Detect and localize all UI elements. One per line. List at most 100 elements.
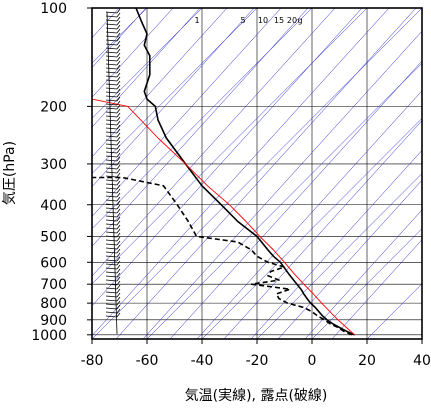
wind-barb-flag bbox=[116, 40, 121, 46]
dry-adiabat-line bbox=[115, 8, 417, 339]
wind-barb-flag bbox=[116, 12, 121, 18]
wind-barb bbox=[105, 215, 118, 218]
wind-barb-flag bbox=[116, 64, 121, 70]
dry-adiabat-line bbox=[92, 8, 255, 188]
y-tick-label: 100 bbox=[40, 1, 67, 17]
y-tick-label: 1000 bbox=[31, 328, 67, 344]
wind-barb-flag bbox=[116, 292, 121, 298]
wind-barb-flag bbox=[116, 252, 121, 258]
wind-barb-flag bbox=[116, 156, 121, 162]
y-tick-label: 700 bbox=[40, 277, 67, 293]
wind-barb-flag bbox=[116, 72, 121, 78]
wind-barb-flag bbox=[116, 304, 121, 310]
wind-barb bbox=[105, 99, 118, 102]
wind-barb bbox=[105, 23, 118, 26]
dry-adiabat-line bbox=[92, 8, 228, 158]
dry-adiabat-line bbox=[169, 60, 422, 339]
wind-barb bbox=[105, 287, 118, 290]
y-tick-label: 600 bbox=[40, 255, 67, 271]
wind-barb bbox=[105, 207, 118, 210]
wind-barb bbox=[105, 231, 118, 234]
dry-adiabat-line bbox=[223, 120, 422, 339]
dry-adiabat-line bbox=[196, 90, 422, 339]
wind-barb-staff bbox=[106, 11, 118, 335]
wind-barb-flag bbox=[116, 244, 121, 250]
wind-barb-flag bbox=[116, 124, 121, 130]
wind-barb bbox=[105, 315, 118, 318]
wind-barb-flag bbox=[116, 148, 121, 154]
isotherm-line bbox=[146, 62, 422, 339]
wind-barb-flag bbox=[116, 300, 121, 306]
wind-barb-flag bbox=[116, 100, 121, 106]
wind-barb-flag bbox=[116, 80, 121, 86]
wind-barb bbox=[105, 63, 118, 66]
wind-barb-flag bbox=[116, 272, 121, 278]
temperature-line bbox=[135, 8, 355, 336]
wind-barb-flag bbox=[116, 16, 121, 22]
mixing-ratio-label: 5 bbox=[240, 16, 245, 25]
wind-barb bbox=[105, 219, 118, 222]
y-tick-label: 200 bbox=[40, 99, 67, 115]
x-tick-label: 40 bbox=[413, 353, 431, 369]
x-tick-label: -20 bbox=[246, 353, 269, 369]
wind-barb-flag bbox=[116, 20, 121, 26]
isotherm-line bbox=[92, 8, 422, 339]
wind-barb-flag bbox=[116, 260, 121, 266]
wind-barb-flag bbox=[116, 96, 121, 102]
wind-barb bbox=[105, 171, 118, 174]
wind-barb-flag bbox=[116, 52, 121, 58]
dewpoint-line bbox=[92, 176, 353, 336]
wind-barb bbox=[105, 251, 118, 254]
wind-barb bbox=[105, 139, 118, 142]
wind-barb bbox=[105, 75, 118, 78]
wind-barb bbox=[105, 15, 118, 18]
wind-barb-flag bbox=[116, 128, 121, 134]
wind-barb bbox=[105, 67, 118, 70]
wind-barb-flag bbox=[116, 312, 121, 318]
isotherm-line bbox=[256, 173, 422, 339]
wind-barb bbox=[105, 119, 118, 122]
y-tick-label: 500 bbox=[40, 229, 67, 245]
wind-barb bbox=[105, 115, 118, 118]
wind-barb-flag bbox=[116, 168, 121, 174]
wind-barb-flag bbox=[116, 120, 121, 126]
dry-adiabat-line bbox=[92, 8, 282, 217]
wind-barb-flag bbox=[116, 280, 121, 286]
x-tick-label: -80 bbox=[81, 353, 104, 369]
wind-barb-flag bbox=[116, 8, 121, 14]
wind-barb bbox=[105, 11, 118, 14]
wind-barb bbox=[105, 19, 118, 22]
parcel-line bbox=[92, 98, 355, 336]
dry-adiabat-line bbox=[142, 30, 422, 339]
wind-barb bbox=[105, 91, 118, 94]
wind-barb bbox=[105, 123, 118, 126]
y-tick-label: 800 bbox=[40, 296, 67, 312]
y-tick-label: 900 bbox=[40, 313, 67, 329]
wind-barb bbox=[105, 191, 118, 194]
wind-barb-flag bbox=[116, 184, 121, 190]
dry-adiabat-line bbox=[250, 149, 422, 339]
wind-barb-flag bbox=[116, 200, 121, 206]
wind-barb bbox=[105, 255, 118, 258]
wind-barb-flag bbox=[116, 36, 121, 42]
isotherm-line bbox=[421, 338, 422, 339]
wind-barb-flag bbox=[116, 268, 121, 274]
wind-barb-flag bbox=[116, 228, 121, 234]
wind-barb-flag bbox=[116, 152, 121, 158]
x-tick-label: 20 bbox=[358, 353, 376, 369]
wind-barb bbox=[105, 79, 118, 82]
wind-barb-flag bbox=[116, 132, 121, 138]
dry-adiabat-line bbox=[92, 8, 174, 98]
wind-barb-flag bbox=[116, 216, 121, 222]
wind-barb-flag bbox=[116, 28, 121, 34]
wind-barb-flag bbox=[116, 164, 121, 170]
wind-barb bbox=[105, 175, 118, 178]
wind-barb bbox=[105, 263, 118, 266]
wind-barb bbox=[105, 51, 118, 54]
profile-lines bbox=[92, 8, 355, 336]
wind-barb-flag bbox=[116, 92, 121, 98]
wind-barb-flag bbox=[116, 232, 121, 238]
